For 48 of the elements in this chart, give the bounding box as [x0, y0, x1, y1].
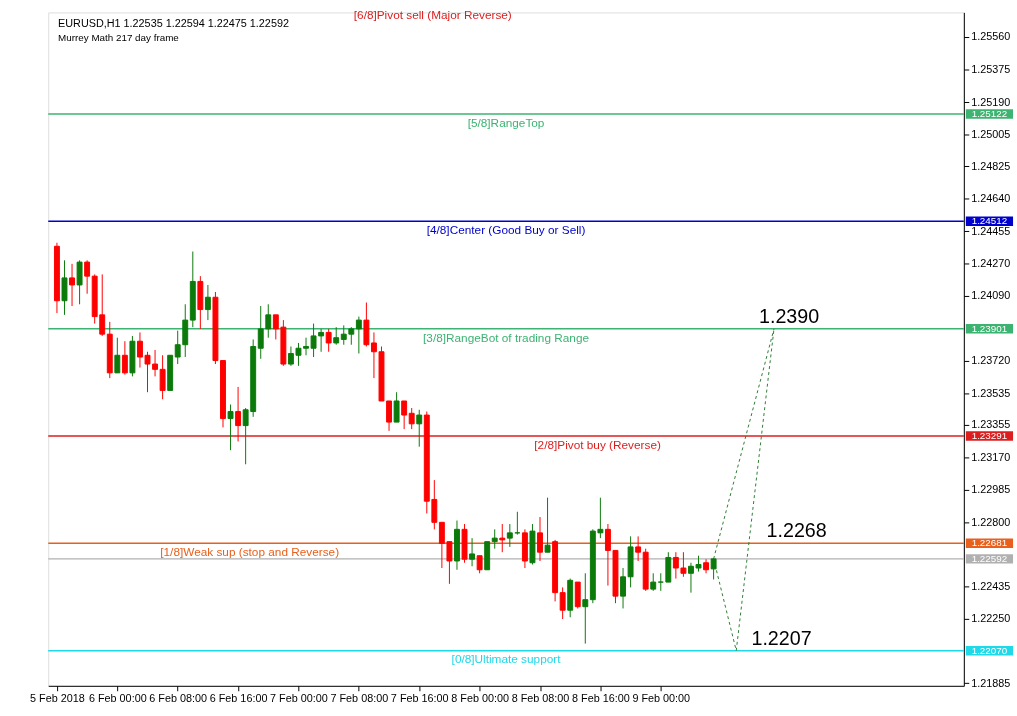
y-tick-label: 1.25122 — [971, 107, 1008, 119]
y-tick-label: 1.22435 — [971, 579, 1011, 592]
ref-line-label: [5/8]RangeTop — [467, 115, 545, 130]
y-tick-label: 1.23720 — [971, 353, 1011, 366]
y-tick-label: 1.22800 — [971, 515, 1011, 528]
x-tick-label: 6 Feb 00:00 — [88, 692, 147, 705]
y-tick-label: 1.22070 — [971, 644, 1008, 656]
x-tick-label: 5 Feb 2018 — [30, 692, 85, 705]
x-tick-label: 7 Feb 08:00 — [330, 692, 389, 705]
annotation: 1.2268 — [766, 519, 827, 542]
y-tick-label: 1.25375 — [971, 63, 1011, 75]
y-tick-label: 1.23291 — [971, 429, 1008, 441]
x-tick-label: 6 Feb 08:00 — [149, 692, 208, 705]
ref-line-label: [3/8]RangeBot of trading Range — [423, 330, 590, 345]
y-tick-label: 1.25005 — [971, 128, 1011, 141]
ref-line-label: [2/8]Pivot buy (Reverse) — [534, 437, 661, 452]
ref-line-label: [1/8]Weak sup (stop and Reverse) — [160, 545, 340, 560]
annotation: 1.2390 — [758, 304, 820, 327]
y-tick-label: 1.25190 — [971, 95, 1011, 108]
annotation: [6/8]Pivot sell (Major Reverse) — [353, 8, 512, 23]
x-tick-label: 8 Feb 16:00 — [572, 692, 630, 705]
y-tick-label: 1.24825 — [971, 159, 1011, 172]
y-tick-label: 1.22681 — [971, 537, 1008, 549]
annotation: 1.2207 — [751, 626, 812, 649]
y-tick-label: 1.22592 — [971, 552, 1008, 564]
ref-line-label: [4/8]Center (Good Buy or Sell) — [426, 223, 586, 238]
y-tick-label: 1.23901 — [971, 322, 1008, 334]
x-tick-label: 7 Feb 16:00 — [390, 692, 449, 705]
x-tick-label: 9 Feb 00:00 — [632, 692, 691, 705]
y-tick-label: 1.24640 — [971, 192, 1011, 205]
y-tick-label: 1.21885 — [971, 676, 1011, 689]
y-tick-label: 1.25560 — [971, 30, 1011, 43]
ref-line-label: [0/8]Ultimate support — [451, 652, 562, 667]
y-tick-label: 1.22250 — [971, 612, 1011, 625]
y-tick-label: 1.22985 — [971, 483, 1011, 496]
text: Murrey Math 217 day frame — [58, 31, 180, 43]
x-tick-label: 8 Feb 00:00 — [451, 692, 509, 705]
chart-title: EURUSD,H1 1.22535 1.22594 1.22475 1.22592 — [58, 17, 289, 30]
x-tick-label: 8 Feb 08:00 — [511, 692, 570, 705]
y-tick-label: 1.24270 — [971, 257, 1011, 270]
y-tick-label: 1.24090 — [971, 288, 1011, 301]
x-tick-label: 7 Feb 00:00 — [270, 692, 328, 705]
y-tick-label: 1.23355 — [971, 418, 1011, 431]
y-tick-label: 1.24455 — [971, 224, 1011, 237]
y-tick-label: 1.23535 — [971, 386, 1011, 399]
y-tick-label: 1.24512 — [971, 215, 1008, 227]
y-tick-label: 1.23170 — [971, 450, 1011, 463]
x-tick-label: 6 Feb 16:00 — [209, 692, 268, 705]
